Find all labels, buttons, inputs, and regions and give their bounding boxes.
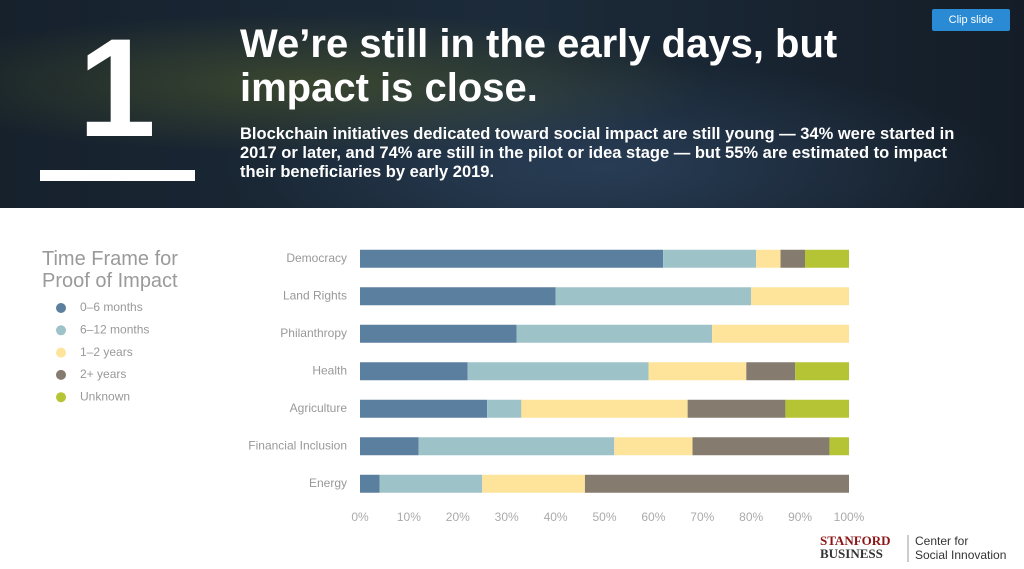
legend-swatch [56, 392, 66, 403]
bar-segment [584, 474, 849, 493]
number-underline [40, 170, 195, 181]
bar-segment [360, 362, 468, 381]
legend-swatch [56, 325, 66, 336]
logo-school-top: STANFORD [820, 533, 891, 548]
legend-label: 0–6 months [80, 300, 143, 314]
logo-center-line1: Center for [915, 534, 968, 548]
legend-swatch [56, 303, 66, 313]
bar-segment [467, 362, 649, 381]
x-tick-label: 10% [397, 510, 421, 524]
category-label: Health [312, 363, 347, 377]
category-label: Land Rights [283, 288, 347, 302]
legend-label: 6–12 months [80, 322, 149, 336]
bar-segment [360, 399, 488, 418]
legend-label: 2+ years [80, 367, 126, 381]
bar-segment [379, 474, 483, 493]
bar-segment [614, 437, 693, 456]
legend-swatch [56, 347, 66, 358]
category-label: Energy [309, 476, 347, 490]
x-tick-label: 100% [834, 510, 865, 524]
bar-segment [692, 437, 830, 456]
bar-segment [360, 287, 556, 306]
x-tick-label: 90% [788, 510, 812, 524]
x-tick-label: 50% [592, 510, 616, 524]
bar-segment [648, 362, 747, 381]
bar-segment [785, 399, 849, 418]
bar-segment [360, 249, 664, 268]
x-tick-label: 30% [495, 510, 519, 524]
slide-number: 1 [78, 9, 156, 166]
bar-segment [482, 474, 585, 493]
bar-segment [829, 437, 849, 456]
bar-segment [487, 399, 522, 418]
bar-segment [756, 249, 781, 268]
bar-segment [751, 287, 849, 306]
legend-label: Unknown [80, 389, 130, 403]
logo-center-line2: Social Innovation [915, 548, 1006, 562]
x-tick-label: 0% [351, 510, 369, 524]
bar-segment [712, 324, 849, 343]
x-tick-label: 70% [690, 510, 714, 524]
clip-slide-button[interactable]: Clip slide [932, 9, 1010, 31]
bar-segment [516, 324, 713, 343]
x-tick-label: 60% [641, 510, 665, 524]
logo-school-bottom: BUSINESS [820, 546, 883, 561]
category-label: Agriculture [290, 401, 348, 415]
bar-segment [687, 399, 786, 418]
x-tick-label: 80% [739, 510, 763, 524]
bar-segment [795, 362, 849, 381]
category-label: Philanthropy [280, 326, 347, 340]
bar-segment [418, 437, 615, 456]
legend-title: Time Frame for Proof of Impact [42, 248, 178, 292]
bar-segment [521, 399, 688, 418]
legend-swatch [56, 369, 66, 380]
x-tick-label: 40% [544, 510, 568, 524]
bar-segment [746, 362, 796, 381]
slide-title: We’re still in the early days, but impac… [240, 22, 838, 110]
slide-subtitle: Blockchain initiatives dedicated toward … [240, 125, 955, 181]
chart: Time Frame for Proof of Impact STANFORD B… [42, 248, 1006, 562]
bar-segment [804, 249, 849, 268]
x-tick-label: 20% [446, 510, 470, 524]
category-label: Democracy [286, 251, 347, 265]
category-label: Financial Inclusion [248, 438, 347, 452]
banner: 1 We’re still in the early days, but imp… [0, 0, 1024, 208]
bar-segment [360, 437, 419, 456]
bar-segment [360, 474, 380, 493]
bar-segment [663, 249, 757, 268]
bar-segment [360, 324, 517, 343]
bar-segment [780, 249, 805, 268]
bar-segment [555, 287, 752, 306]
legend-label: 1–2 years [80, 345, 133, 359]
